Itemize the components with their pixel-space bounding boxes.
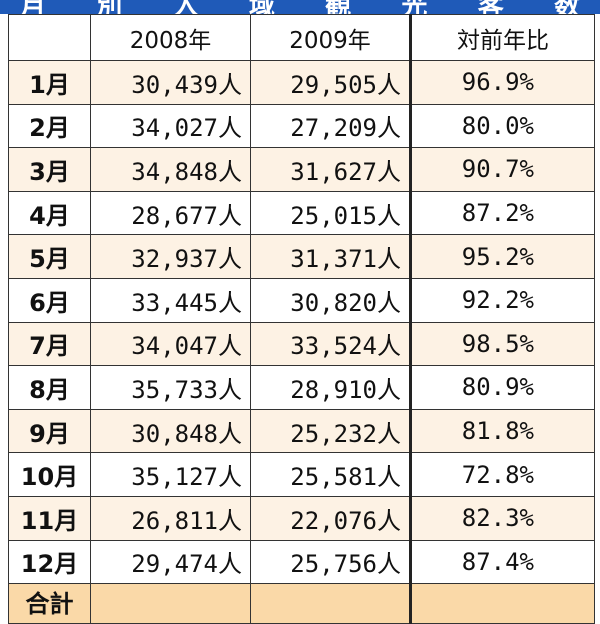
value-2009-cell: 30,820人 bbox=[250, 277, 412, 323]
value-2009-cell: 33,524人 bbox=[250, 321, 412, 367]
table-row: 1月 30,439人 29,505人 96.9% bbox=[8, 60, 595, 105]
total-label: 合計 bbox=[8, 583, 91, 624]
title-char: 光 bbox=[401, 0, 427, 14]
title-char: 観 bbox=[325, 0, 351, 14]
ratio-cell: 82.3% bbox=[410, 495, 595, 541]
table-row: 2月 34,027人 27,209人 80.0% bbox=[8, 103, 595, 149]
month-cell: 10月 bbox=[8, 452, 91, 497]
value-2008-cell: 34,848人 bbox=[90, 147, 251, 192]
table-row: 6月 33,445人 30,820人 92.2% bbox=[8, 277, 595, 323]
value-2008-cell: 29,474人 bbox=[90, 539, 251, 585]
month-cell: 2月 bbox=[8, 103, 91, 149]
title-char: 域 bbox=[249, 0, 275, 14]
visitor-table: 2008年 2009年 対前年比 1月 30,439人 29,505人 96.9% 2月… bbox=[8, 14, 595, 624]
month-cell: 1月 bbox=[8, 60, 91, 105]
table-row: 5月 32,937人 31,371人 95.2% bbox=[8, 234, 595, 279]
title-char: 入 bbox=[173, 0, 199, 14]
total-value-cell bbox=[410, 583, 595, 624]
month-cell: 12月 bbox=[8, 539, 91, 585]
ratio-cell: 92.2% bbox=[410, 277, 595, 323]
ratio-cell: 72.8% bbox=[410, 452, 595, 497]
ratio-cell: 98.5% bbox=[410, 321, 595, 367]
title-char: 数 bbox=[554, 0, 580, 14]
value-2008-cell: 34,027人 bbox=[90, 103, 251, 149]
table-row: 9月 30,848人 25,232人 81.8% bbox=[8, 408, 595, 454]
title-char: 月 bbox=[20, 0, 46, 14]
value-2009-cell: 25,015人 bbox=[250, 190, 412, 236]
total-value-cell bbox=[250, 583, 412, 624]
value-2009-cell: 31,627人 bbox=[250, 147, 412, 192]
title-char: 別 bbox=[96, 0, 122, 14]
month-cell: 7月 bbox=[8, 321, 91, 367]
header-blank bbox=[8, 14, 91, 61]
value-2008-cell: 28,677人 bbox=[90, 190, 251, 236]
table-row: 7月 34,047人 33,524人 98.5% bbox=[8, 321, 595, 367]
value-2008-cell: 35,127人 bbox=[90, 452, 251, 497]
value-2009-cell: 31,371人 bbox=[250, 234, 412, 279]
month-cell: 11月 bbox=[8, 495, 91, 541]
value-2008-cell: 35,733人 bbox=[90, 365, 251, 410]
table-row: 12月 29,474人 25,756人 87.4% bbox=[8, 539, 595, 585]
month-cell: 4月 bbox=[8, 190, 91, 236]
table-row: 8月 35,733人 28,910人 80.9% bbox=[8, 365, 595, 410]
value-2008-cell: 32,937人 bbox=[90, 234, 251, 279]
header-row: 2008年 2009年 対前年比 bbox=[8, 14, 595, 61]
month-cell: 5月 bbox=[8, 234, 91, 279]
ratio-cell: 87.2% bbox=[410, 190, 595, 236]
title-bar: 月別入域観光客数 bbox=[0, 0, 600, 14]
value-2009-cell: 29,505人 bbox=[250, 60, 412, 105]
ratio-cell: 87.4% bbox=[410, 539, 595, 585]
ratio-cell: 80.0% bbox=[410, 103, 595, 149]
month-cell: 9月 bbox=[8, 408, 91, 454]
value-2009-cell: 25,581人 bbox=[250, 452, 412, 497]
table-row: 11月 26,811人 22,076人 82.3% bbox=[8, 495, 595, 541]
value-2008-cell: 30,439人 bbox=[90, 60, 251, 105]
header-2008: 2008年 bbox=[90, 14, 251, 61]
title-char: 客 bbox=[478, 0, 504, 14]
month-cell: 8月 bbox=[8, 365, 91, 410]
ratio-cell: 80.9% bbox=[410, 365, 595, 410]
ratio-cell: 90.7% bbox=[410, 147, 595, 192]
month-cell: 3月 bbox=[8, 147, 91, 192]
page-title: 月別入域観光客数 bbox=[20, 0, 580, 14]
value-2009-cell: 27,209人 bbox=[250, 103, 412, 149]
header-2009: 2009年 bbox=[250, 14, 412, 61]
value-2009-cell: 22,076人 bbox=[250, 495, 412, 541]
total-row: 合計 bbox=[8, 583, 595, 624]
header-ratio: 対前年比 bbox=[410, 14, 595, 61]
value-2009-cell: 25,756人 bbox=[250, 539, 412, 585]
value-2008-cell: 26,811人 bbox=[90, 495, 251, 541]
ratio-cell: 96.9% bbox=[410, 60, 595, 105]
ratio-cell: 95.2% bbox=[410, 234, 595, 279]
table-row: 4月 28,677人 25,015人 87.2% bbox=[8, 190, 595, 236]
total-value-cell bbox=[90, 583, 251, 624]
ratio-cell: 81.8% bbox=[410, 408, 595, 454]
value-2008-cell: 33,445人 bbox=[90, 277, 251, 323]
value-2009-cell: 28,910人 bbox=[250, 365, 412, 410]
month-cell: 6月 bbox=[8, 277, 91, 323]
table-row: 10月 35,127人 25,581人 72.8% bbox=[8, 452, 595, 497]
value-2009-cell: 25,232人 bbox=[250, 408, 412, 454]
value-2008-cell: 34,047人 bbox=[90, 321, 251, 367]
value-2008-cell: 30,848人 bbox=[90, 408, 251, 454]
table-row: 3月 34,848人 31,627人 90.7% bbox=[8, 147, 595, 192]
